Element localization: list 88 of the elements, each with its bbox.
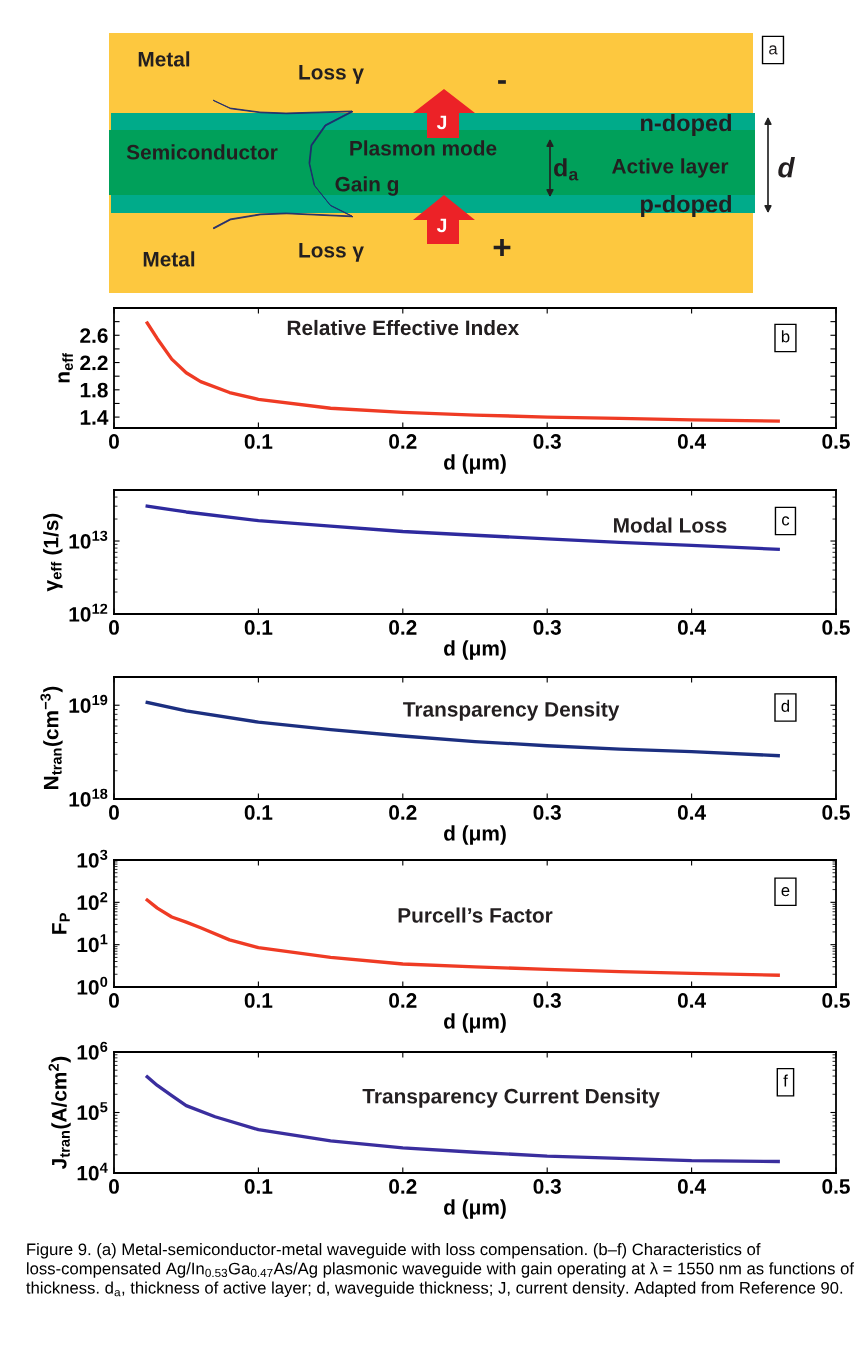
x-tick-label: 0.1 — [244, 1179, 273, 1194]
y-tick-label: 10$^{2}$ — [77, 891, 108, 911]
x-axis-title: d (μm) — [444, 640, 506, 660]
x-tick-label: 0.2 — [389, 1179, 417, 1194]
text: d — [778, 157, 795, 178]
x-tick-label: 0.5 — [822, 993, 850, 1008]
y-tick-label: 10$^{4}$ — [77, 1162, 108, 1181]
text: Plasmon mode — [350, 140, 497, 156]
y-tick-label: 2.2 — [80, 355, 108, 371]
x-tick-label: 0.2 — [389, 620, 417, 635]
y-tick-label: 10$^{19}$ — [69, 694, 108, 713]
x-tick-label: 0 — [109, 620, 119, 635]
x-tick-label: 0.5 — [822, 620, 850, 635]
text: Transparency Density — [403, 701, 620, 721]
x-tick-label: 0.1 — [244, 805, 273, 820]
x-tick-label: 0 — [109, 434, 119, 449]
text: J — [436, 115, 447, 130]
chart-title: Relative Effective Index — [287, 319, 520, 336]
y-tick-label: 1.4 — [80, 410, 109, 425]
y-axis-title: γ$_{eff}$ (1/s) — [43, 513, 63, 592]
text: + — [493, 239, 511, 256]
line-series — [145, 1075, 780, 1164]
x-tick-label: 0 — [109, 805, 119, 820]
text: Active layer — [612, 158, 729, 178]
x-tick-label: 0.2 — [389, 993, 417, 1008]
x-tick-label: 0.3 — [533, 434, 561, 449]
x-tick-label: 0.1 — [244, 620, 273, 635]
y-tick-label: 10$^{5}$ — [77, 1102, 108, 1121]
x-tick-label: 0.5 — [822, 434, 850, 449]
x-tick-label: 0.3 — [533, 1179, 561, 1194]
x-tick-label: 0.1 — [244, 434, 273, 449]
line-series — [145, 321, 780, 423]
text: Modal Loss — [614, 517, 727, 533]
y-tick-label: 10$^{18}$ — [69, 788, 108, 807]
line-series — [145, 898, 780, 977]
y-axis-title: n$_{eff}$ — [58, 352, 74, 383]
line-series — [145, 504, 780, 551]
text: Semiconductor — [126, 144, 278, 160]
annotation: c — [782, 516, 790, 526]
x-tick-label: 0.5 — [822, 1179, 850, 1194]
text: - — [498, 80, 506, 84]
text: Gain g — [335, 176, 399, 196]
x-tick-label: 0.4 — [677, 434, 706, 449]
annotation: e — [781, 887, 790, 897]
annotation: b — [781, 330, 790, 343]
y-tick-label: 2.6 — [80, 328, 108, 344]
text: a — [769, 45, 778, 55]
x-axis-title: d (μm) — [444, 825, 506, 845]
x-tick-label: 0.2 — [389, 434, 417, 449]
line-series — [145, 700, 780, 758]
x-tick-label: 0.3 — [533, 993, 561, 1008]
text: Loss γ — [299, 243, 364, 262]
x-tick-label: 0.2 — [389, 805, 417, 820]
y-tick-label: 10$^{0}$ — [77, 976, 108, 995]
y-tick-label: 10$^{12}$ — [69, 603, 108, 622]
annotation: f — [783, 1074, 788, 1087]
x-tick-label: 0 — [109, 1179, 119, 1194]
text: Transparency Current Density — [362, 1088, 660, 1108]
y-tick-label: 1.8 — [80, 382, 108, 398]
text: J — [436, 218, 447, 233]
text: d$_{a}$ — [554, 158, 579, 181]
x-tick-label: 0.1 — [244, 993, 273, 1008]
y-tick-label: 10$^{13}$ — [69, 530, 108, 549]
annotation: d — [781, 699, 790, 712]
x-tick-label: 0.4 — [677, 805, 706, 820]
x-tick-label: 0.4 — [677, 993, 706, 1008]
text: Purcell’s Factor — [398, 907, 553, 923]
y-axis-title: F$_{P}$ — [52, 913, 70, 934]
text: Loss γ — [299, 65, 364, 84]
text: p-doped — [641, 195, 731, 218]
text: Metal — [138, 51, 190, 67]
text: Figure 9. (a) Metal-semiconductor-metal waveguide with loss compensation. (b–f) Characteristics of loss-compensated Ag/In$_{0.53}$Ga$_{0.47}$As/Ag plasmonic waveguide with gain operating at λ = 1550 nm as functions of thickness. d$_{a}$, thickness of active layer; d, waveguide thickness; J, current density. Adapted from Reference 90. — [26, 1243, 855, 1298]
y-tick-label: 10$^{6}$ — [77, 1041, 108, 1060]
x-axis-title: d (μm) — [444, 1013, 506, 1033]
x-axis-title: d (μm) — [444, 454, 506, 474]
text: Metal — [143, 251, 195, 267]
y-axis-title: N$_{tran}$(cm$^{−3}$) — [40, 686, 63, 789]
text: n-doped — [641, 114, 731, 137]
x-tick-label: 0.4 — [677, 620, 706, 635]
y-tick-label: 10$^{1}$ — [77, 934, 108, 953]
x-axis-title: d (μm) — [444, 1199, 506, 1219]
x-tick-label: 0.3 — [533, 805, 561, 820]
x-tick-label: 0.4 — [677, 1179, 706, 1194]
x-tick-label: 0 — [109, 993, 119, 1008]
y-tick-label: 10$^{3}$ — [77, 849, 108, 868]
x-tick-label: 0.5 — [822, 805, 850, 820]
y-axis-title: J$_{tran}$(A/cm$^{2}$) — [48, 1056, 71, 1170]
x-tick-label: 0.3 — [533, 620, 561, 635]
